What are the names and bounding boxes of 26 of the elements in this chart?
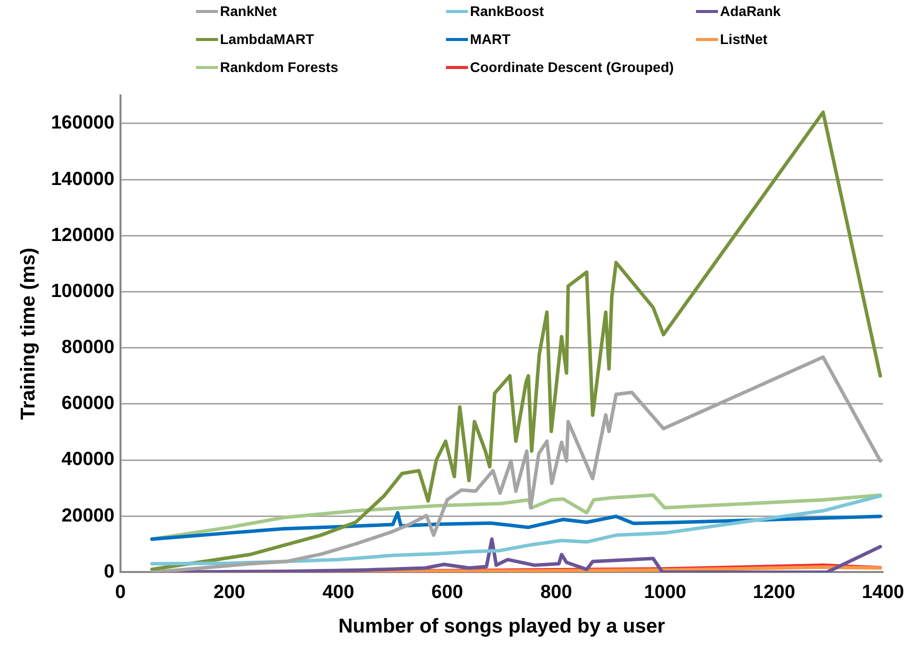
y-tick-label: 160000 bbox=[50, 112, 114, 134]
y-tick-label: 100000 bbox=[50, 280, 114, 302]
x-tick-label: 400 bbox=[322, 582, 354, 603]
y-tick-label: 120000 bbox=[50, 224, 114, 246]
legend-label: Rankdom Forests bbox=[220, 59, 338, 75]
legend-label: MART bbox=[470, 31, 510, 47]
legend-label: AdaRank bbox=[720, 3, 781, 19]
y-tick-label: 20000 bbox=[62, 505, 114, 526]
legend-label: ListNet bbox=[720, 31, 768, 47]
y-tick-label: 0 bbox=[104, 561, 114, 582]
x-tick-label: 1000 bbox=[644, 582, 686, 603]
x-axis-title: Number of songs played by a user bbox=[338, 616, 666, 638]
x-tick-label: 200 bbox=[213, 582, 246, 603]
y-tick-label: 40000 bbox=[62, 449, 114, 470]
y-axis-title: Training time (ms) bbox=[18, 248, 40, 420]
x-tick-label: 800 bbox=[540, 582, 572, 603]
y-tick-label: 60000 bbox=[62, 393, 114, 414]
legend-label: RankNet bbox=[220, 3, 277, 19]
y-tick-label: 80000 bbox=[62, 337, 114, 358]
x-tick-label: 600 bbox=[431, 582, 464, 603]
x-tick-label: 1200 bbox=[752, 582, 796, 603]
legend-label: RankBoost bbox=[470, 3, 544, 19]
y-tick-label: 140000 bbox=[50, 168, 114, 190]
legend-label: LambdaMART bbox=[220, 31, 314, 47]
x-tick-label: 1400 bbox=[862, 582, 904, 603]
legend-label: Coordinate Descent (Grouped) bbox=[470, 59, 674, 75]
